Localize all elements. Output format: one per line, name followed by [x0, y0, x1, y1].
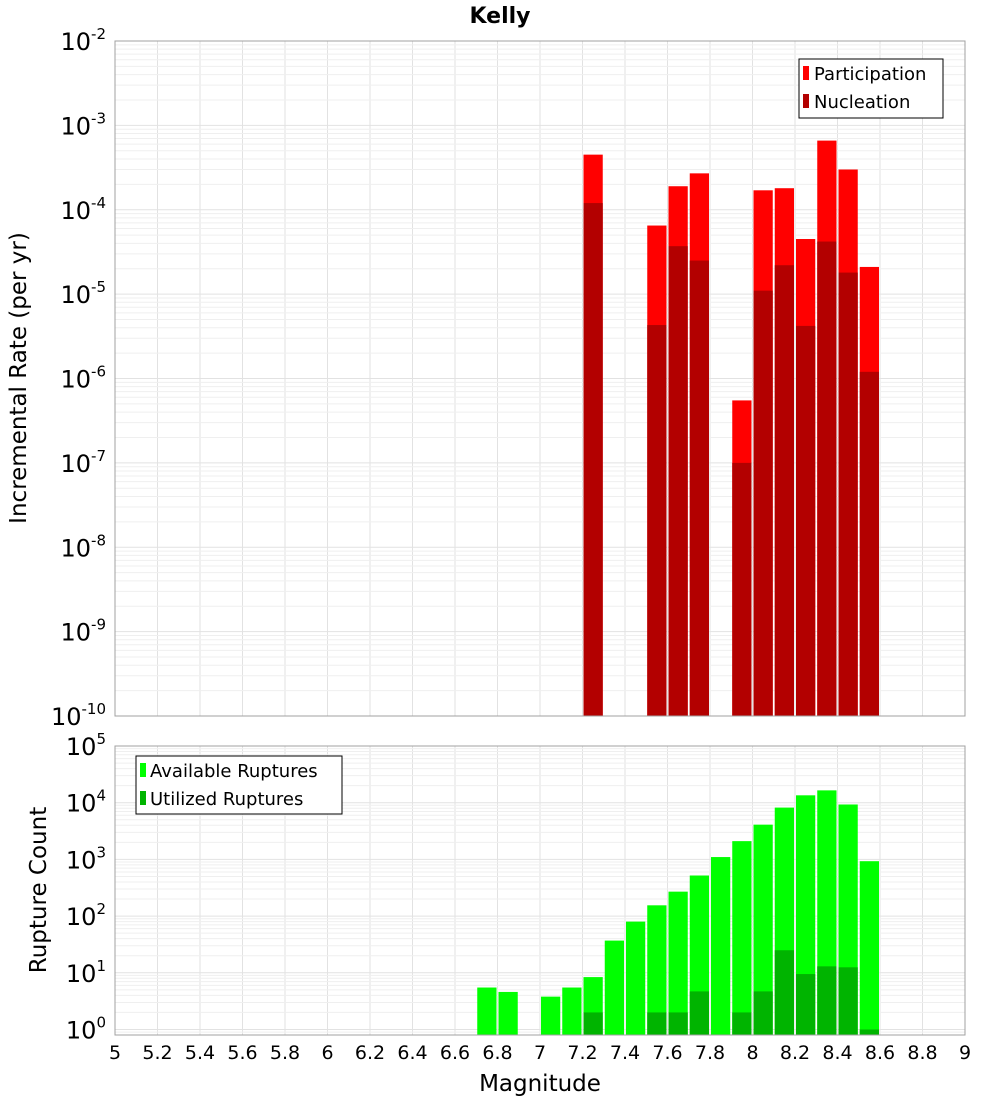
- x-tick-label: 6.2: [355, 1042, 385, 1064]
- rate-y-tick-label: 10-3: [60, 109, 106, 140]
- count-y-tick-label: 104: [66, 787, 106, 818]
- count-bar-utilized-ruptures: [859, 1029, 879, 1035]
- rate-bar-nucleation: [859, 371, 879, 716]
- rate-y-tick-label: 10-10: [51, 700, 106, 731]
- count-bar-utilized-ruptures: [668, 1012, 688, 1035]
- count-y-tick-label: 100: [66, 1014, 106, 1045]
- rate-legend-box: [798, 58, 944, 119]
- x-tick-label: 8: [746, 1042, 758, 1064]
- count-y-axis-label: Rupture Count: [26, 807, 52, 973]
- count-bar-available-ruptures: [626, 921, 646, 1035]
- count-legend-box: [135, 755, 343, 815]
- available-legend-swatch: [140, 763, 146, 777]
- count-bar-utilized-ruptures: [796, 974, 816, 1035]
- x-axis-label: Magnitude: [479, 1071, 601, 1097]
- utilized-legend-label: Utilized Ruptures: [150, 789, 303, 810]
- participation-legend-swatch: [803, 66, 809, 80]
- count-bar-available-ruptures: [859, 861, 879, 1035]
- x-tick-label: 9: [959, 1042, 971, 1064]
- count-y-tick-label: 103: [66, 843, 106, 874]
- count-bar-utilized-ruptures: [838, 967, 858, 1035]
- count-bar-utilized-ruptures: [817, 966, 837, 1035]
- rate-bar-nucleation: [774, 265, 794, 716]
- x-tick-label: 6.8: [482, 1042, 512, 1064]
- count-bar-available-ruptures: [604, 940, 624, 1035]
- available-legend-label: Available Ruptures: [150, 761, 318, 782]
- rate-bar-nucleation: [668, 246, 688, 716]
- count-bar-available-ruptures: [668, 891, 688, 1035]
- rate-bar-nucleation: [796, 325, 816, 716]
- x-tick-label: 6.4: [397, 1042, 427, 1064]
- count-bar-available-ruptures: [498, 991, 518, 1035]
- chart-title: Kelly: [469, 4, 530, 29]
- x-tick-label: 5.8: [270, 1042, 300, 1064]
- count-y-tick-label: 101: [66, 957, 106, 988]
- count-y-tick-label: 105: [66, 730, 106, 761]
- x-tick-label: 8.4: [822, 1042, 852, 1064]
- rate-gridlines: [115, 41, 965, 716]
- x-tick-label: 5.4: [185, 1042, 215, 1064]
- rate-bar-nucleation: [647, 325, 667, 716]
- count-bar-utilized-ruptures: [583, 1012, 603, 1035]
- x-tick-label: 7.6: [652, 1042, 682, 1064]
- count-bar-available-ruptures: [562, 987, 582, 1035]
- rate-legend: Participation Nucleation: [798, 58, 944, 119]
- x-tick-label: 6: [321, 1042, 333, 1064]
- count-plot-frame: [114, 745, 966, 1036]
- x-tick-label: 5.6: [227, 1042, 257, 1064]
- utilized-legend-swatch: [140, 791, 146, 805]
- rate-y-tick-label: 10-8: [60, 531, 106, 562]
- rate-panel: 10-10 10-9 10-8 10-7 10-6 10-5 10-4 10-3 10-2 In…: [6, 25, 966, 731]
- rate-y-tick-label: 10-9: [60, 616, 106, 647]
- rate-y-axis-label: Incremental Rate (per yr): [6, 232, 32, 524]
- rate-plot-frame: [114, 40, 966, 717]
- rate-y-tick-label: 10-5: [60, 278, 106, 309]
- count-y-tick-label: 102: [66, 900, 106, 931]
- count-bar-available-ruptures: [541, 996, 561, 1035]
- rupture-count-panel: 100 101 102 103 104 105 5 5.2 5.4 5.6 5.8 6 6.2 6.4 6…: [26, 730, 971, 1097]
- count-bar-utilized-ruptures: [753, 991, 773, 1035]
- count-legend: Available Ruptures Utilized Ruptures: [135, 755, 343, 815]
- nucleation-legend-swatch: [803, 94, 809, 108]
- count-bar-available-ruptures: [477, 987, 497, 1035]
- count-bar-utilized-ruptures: [774, 950, 794, 1035]
- count-bar-available-ruptures: [732, 841, 752, 1035]
- count-bar-utilized-ruptures: [689, 991, 709, 1035]
- rate-bar-nucleation: [838, 272, 858, 716]
- rate-y-tick-label: 10-2: [60, 25, 106, 56]
- count-bar-available-ruptures: [711, 857, 731, 1035]
- x-tick-label: 7.2: [567, 1042, 597, 1064]
- x-tick-label: 6.6: [440, 1042, 470, 1064]
- x-tick-label: 7: [534, 1042, 546, 1064]
- count-y-tick-labels: 100 101 102 103 104 105: [66, 730, 106, 1045]
- x-tick-label: 7.8: [695, 1042, 725, 1064]
- rate-bar-nucleation: [583, 203, 603, 716]
- x-tick-label: 7.4: [610, 1042, 640, 1064]
- participation-legend-label: Participation: [814, 64, 926, 85]
- x-tick-label: 8.8: [907, 1042, 937, 1064]
- x-tick-label: 5: [109, 1042, 121, 1064]
- x-tick-label: 5.2: [142, 1042, 172, 1064]
- x-tick-label: 8.2: [780, 1042, 810, 1064]
- rate-y-tick-label: 10-7: [60, 447, 106, 478]
- count-bar-available-ruptures: [753, 824, 773, 1035]
- rate-bar-nucleation: [732, 462, 752, 716]
- count-bar-available-ruptures: [647, 905, 667, 1035]
- nucleation-legend-label: Nucleation: [814, 92, 910, 113]
- rate-y-tick-label: 10-4: [60, 194, 106, 225]
- count-bars: [477, 790, 879, 1035]
- rate-bars: [583, 140, 879, 717]
- rate-bar-nucleation: [753, 290, 773, 716]
- rate-bar-nucleation: [689, 260, 709, 716]
- count-bar-utilized-ruptures: [647, 1012, 667, 1035]
- rate-bar-nucleation: [817, 241, 837, 717]
- count-bar-utilized-ruptures: [732, 1012, 752, 1035]
- rate-y-tick-label: 10-6: [60, 363, 106, 394]
- x-tick-label: 8.6: [865, 1042, 895, 1064]
- x-tick-labels: 5 5.2 5.4 5.6 5.8 6 6.2 6.4 6.6 6.8 7 7.2 7.4 7.6 7.8 8…: [109, 1042, 971, 1064]
- rate-y-tick-labels: 10-10 10-9 10-8 10-7 10-6 10-5 10-4 10-3 10-2: [51, 25, 106, 731]
